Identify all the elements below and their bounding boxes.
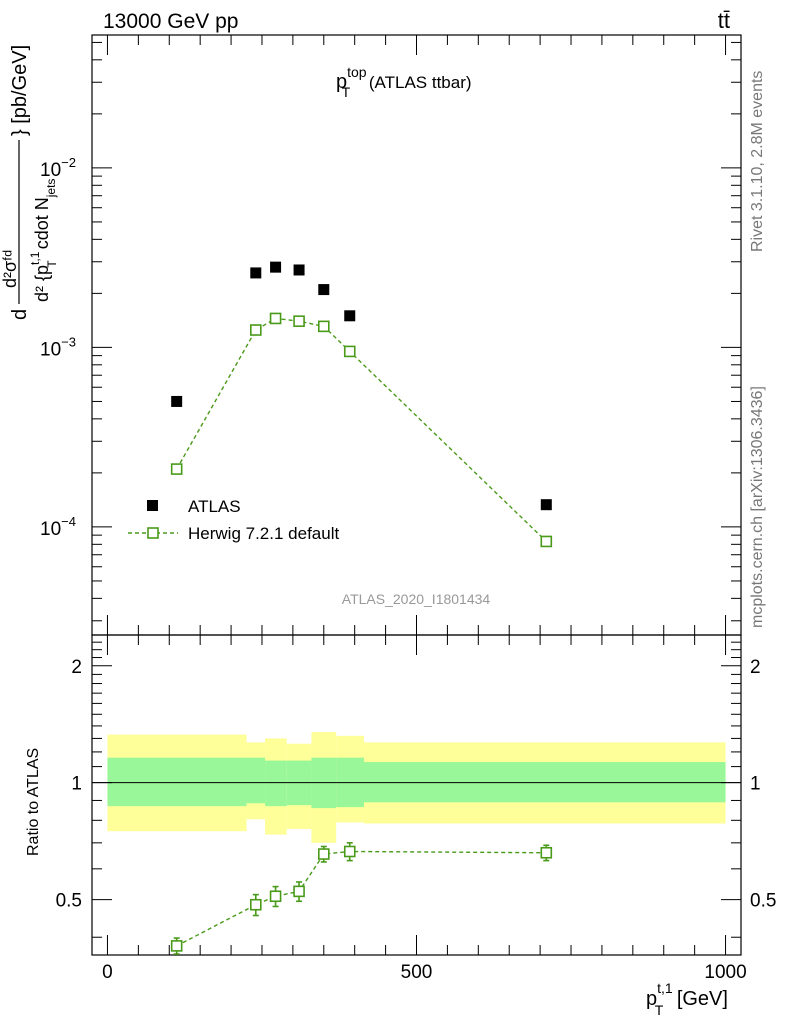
band-inner-1 [246,757,266,804]
ratio-plot-marks [170,842,553,955]
y-label-den-sub: T [45,260,59,268]
data-point-2 [270,261,282,273]
plot-title: ptop T (ATLAS ttbar) [336,64,472,100]
ratio-y-tick-label-2: 2 [71,657,82,678]
ratio-y-tick-label-right-2: 2 [750,657,761,678]
band-inner-2 [265,760,287,807]
ratio-point-2 [269,890,282,903]
legend-mc-label: Herwig 7.2.1 default [188,524,339,543]
data-point-5 [344,310,356,322]
y-label-denominator: d² {pt,1 T cdot Njets [28,179,59,302]
band-inner-0 [107,757,247,807]
mcplots-label: mcplots.cern.ch [arXiv:1306.3436] [749,386,766,628]
x-label-sup: t,1 [657,980,673,996]
y-label-unit: } [pb/GeV] [9,45,31,136]
main-y-tick-exp: −2 [61,155,76,170]
mc-point-5 [343,345,356,358]
process-label: tt̄ [718,8,730,33]
main-y-tick-base: 10 [40,519,61,540]
data-point-1 [250,267,262,279]
main-y-tick-exp: −4 [61,514,76,529]
plot-title-suffix: (ATLAS ttbar) [364,73,471,92]
data-point-3 [293,264,305,276]
y-label-den-sub2: jets [44,179,58,199]
y-label-numerator: d²σᶠᵈ [0,250,20,288]
ratio-point-6 [540,846,553,859]
main-y-tick-base: 10 [40,339,61,360]
main-y-tick-label-2: 10−4 [40,514,76,540]
main-y-tick-exp: −3 [61,334,76,349]
x-tick-label-2: 1000 [704,962,746,983]
main-plot-frame: 10−210−310−4 [40,34,742,636]
plot-title-main: p [336,71,347,93]
plot-title-sub: T [342,84,351,100]
mc-point-0 [170,463,183,475]
legend-data-label: ATLAS [188,497,241,516]
ratio-point-4 [317,848,330,860]
ratio-point-1 [249,898,262,911]
ratio-y-tick-label-1: 1 [71,774,82,795]
main-y-axis-label: d d²σᶠᵈ d² {pt,1 T cdot Njets } [pb/GeV] [0,45,59,320]
main-y-tick-label-1: 10−3 [40,334,76,360]
ratio-point-5 [343,845,356,858]
ratio-y-tick-label-right-1: 1 [750,774,761,795]
mc-point-6 [540,535,553,548]
energy-label: 13000 GeV pp [103,10,238,33]
plot-title-sup: top [347,64,367,80]
data-point-0 [171,395,183,407]
main-y-tick-label-0: 10−2 [40,155,76,181]
x-tick-label-1: 500 [401,962,433,983]
main-plot-marks [170,261,553,548]
ratio-uncertainty-bands [107,732,726,843]
x-tick-label-0: 0 [102,962,113,983]
ratio-plot-frame: 0 500 1000 0.5 0.5 1 1 2 2 [56,634,776,983]
ratio-y-tick-label-right-0: 0.5 [750,891,776,912]
legend-mc-marker [147,527,159,539]
y-label-d: d [9,309,31,320]
x-label-unit: [GeV] [671,988,728,1010]
x-axis-label: pt,1 T [GeV] [646,980,728,1018]
y-label-den-rest: cdot N [32,197,52,254]
mc-point-4 [317,320,330,333]
main-frame-border [91,34,742,636]
analysis-watermark: ATLAS_2020_I1801434 [342,591,491,607]
legend-data-marker [147,500,158,511]
mc-point-1 [249,324,262,336]
ratio-y-tick-label-0: 0.5 [56,891,82,912]
main-y-tick-base: 10 [40,160,61,181]
data-point-4 [318,284,330,296]
rivet-version-label: Rivet 3.1.10, 2.8M events [749,71,766,252]
ratio-y-axis-label: Ratio to ATLAS [25,748,42,856]
ratio-point-3 [293,885,305,898]
ratio-point-0 [170,940,183,952]
legend: ATLAS Herwig 7.2.1 default [128,497,339,543]
mc-point-2 [269,312,282,325]
y-label-den-sup: t,1 [28,251,42,265]
mc-point-3 [293,315,305,327]
y-label-den-text: d² {p [32,265,52,302]
data-point-6 [540,499,552,511]
x-label-sub: T [655,1002,664,1018]
x-label-p: p [646,988,657,1010]
ratio-series-line [176,850,547,947]
